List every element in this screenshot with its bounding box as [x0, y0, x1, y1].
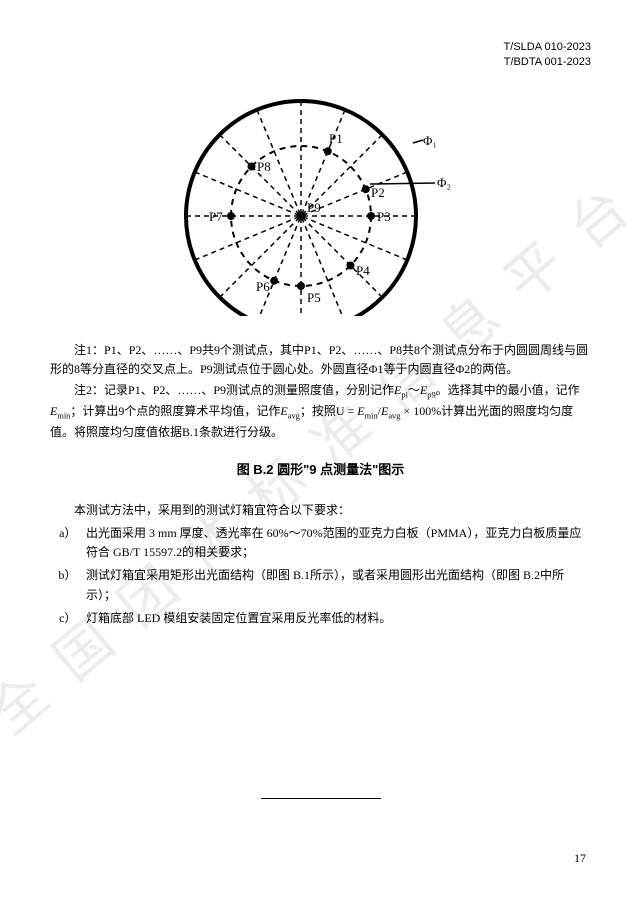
list-item: a） 出光面采用 3 mm 厚度、透光率在 60%～70%范围的亚克力白板（PM…: [50, 524, 591, 562]
requirement-list: a） 出光面采用 3 mm 厚度、透光率在 60%～70%范围的亚克力白板（PM…: [50, 524, 591, 628]
diagram-container: P1 P2 P3 P4 P5 P6 P7 P8 P9 Φ₁ Φ₂: [50, 86, 591, 316]
note-2: 注2：记录P1、P2、……、P9测试点的测量照度值，分别记作Epi～Ep9。选择…: [50, 381, 591, 442]
phi2-label: Φ₂: [437, 175, 451, 190]
svg-text:P1: P1: [329, 131, 343, 146]
list-text-a: 出光面采用 3 mm 厚度、透光率在 60%～70%范围的亚克力白板（PMMA）…: [86, 524, 591, 562]
page-header: T/SLDA 010-2023 T/BDTA 001-2023: [50, 40, 591, 71]
circle-diagram: P1 P2 P3 P4 P5 P6 P7 P8 P9 Φ₁ Φ₂: [171, 86, 471, 316]
list-item: b） 测试灯箱宜采用矩形出光面结构（即图 B.1所示），或者采用圆形出光面结构（…: [50, 566, 591, 604]
svg-text:P3: P3: [377, 209, 391, 224]
svg-text:P6: P6: [256, 279, 270, 294]
svg-text:P7: P7: [209, 209, 223, 224]
figure-caption: 图 B.2 圆形"9 点测量法"图示: [50, 460, 591, 481]
list-marker-c: c）: [56, 609, 86, 628]
std-code-1: T/SLDA 010-2023: [50, 40, 591, 55]
page-number: 17: [574, 849, 586, 868]
list-marker-b: b）: [56, 566, 86, 604]
svg-text:P8: P8: [257, 159, 271, 174]
list-text-b: 测试灯箱宜采用矩形出光面结构（即图 B.1所示），或者采用圆形出光面结构（即图 …: [86, 566, 591, 604]
std-code-2: T/BDTA 001-2023: [50, 55, 591, 70]
notes-block: 注1：P1、P2、……、P9共9个测试点，其中P1、P2、……、P8共8个测试点…: [50, 341, 591, 442]
list-marker-a: a）: [56, 524, 86, 562]
list-item: c） 灯箱底部 LED 模组安装固定位置宜采用反光率低的材料。: [50, 609, 591, 628]
section-divider: [261, 798, 381, 799]
phi1-label: Φ₁: [423, 133, 437, 148]
svg-text:P5: P5: [307, 290, 321, 305]
svg-text:P9: P9: [307, 200, 321, 215]
intro-paragraph: 本测试方法中，采用到的测试灯箱宜符合以下要求：: [50, 501, 591, 520]
svg-text:P2: P2: [371, 185, 385, 200]
list-text-c: 灯箱底部 LED 模组安装固定位置宜采用反光率低的材料。: [86, 609, 591, 628]
note-1: 注1：P1、P2、……、P9共9个测试点，其中P1、P2、……、P8共8个测试点…: [50, 341, 591, 379]
svg-text:P4: P4: [356, 263, 370, 278]
